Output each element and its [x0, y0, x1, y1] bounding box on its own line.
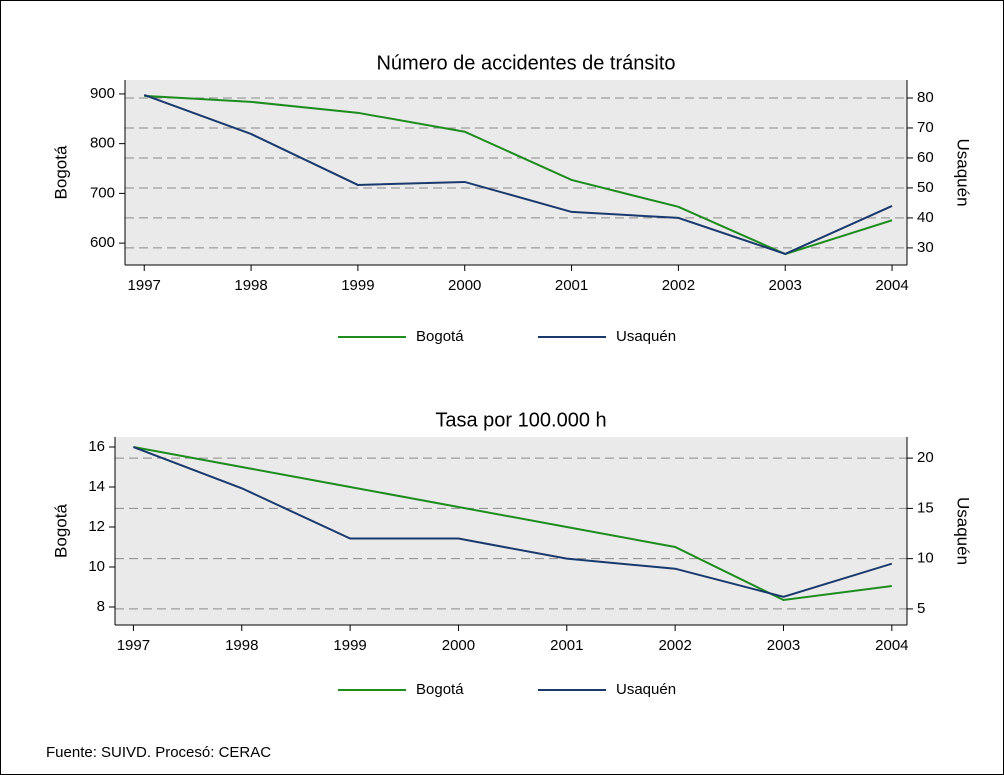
plot-area [125, 80, 907, 265]
x-tick-label: 2003 [767, 637, 800, 654]
y-tick-label: 600 [90, 234, 115, 251]
x-tick-label: 2002 [662, 277, 695, 294]
x-tick-label: 1997 [128, 277, 161, 294]
x-tick-label: 2001 [550, 637, 583, 654]
x-tick-label: 1998 [234, 277, 267, 294]
y-axis-label: Bogotá [51, 504, 70, 558]
y-tick-label: 900 [90, 85, 115, 102]
y2-tick-label: 50 [917, 179, 934, 196]
y-axis-label: Bogotá [51, 145, 70, 199]
y2-tick-label: 20 [917, 449, 934, 466]
x-tick-label: 1999 [333, 637, 366, 654]
y2-tick-label: 60 [917, 149, 934, 166]
legend-label: Bogotá [416, 681, 464, 698]
y2-tick-label: 5 [917, 600, 925, 617]
x-tick-label: 2001 [555, 277, 588, 294]
y2-tick-label: 70 [917, 119, 934, 136]
legend-label: Usaquén [616, 328, 676, 345]
x-tick-label: 2003 [769, 277, 802, 294]
x-tick-label: 2004 [875, 277, 908, 294]
x-tick-label: 1998 [225, 637, 258, 654]
legend-label: Bogotá [416, 328, 464, 345]
chart-title: Número de accidentes de tránsito [376, 52, 675, 74]
x-tick-label: 2000 [448, 277, 481, 294]
source-note: Fuente: SUIVD. Procesó: CERAC [46, 744, 271, 761]
y2-axis-label: Usaquén [954, 497, 973, 565]
x-tick-label: 2002 [658, 637, 691, 654]
y-tick-label: 8 [97, 598, 105, 615]
x-tick-label: 1999 [341, 277, 374, 294]
series-line [133, 446, 893, 598]
x-tick-label: 1997 [117, 637, 150, 654]
y2-tick-label: 80 [917, 89, 934, 106]
y-tick-label: 700 [90, 184, 115, 201]
y-tick-label: 14 [88, 478, 105, 495]
x-tick-label: 2000 [442, 637, 475, 654]
y-tick-label: 10 [88, 558, 105, 575]
y2-tick-label: 30 [917, 239, 934, 256]
y2-tick-label: 10 [917, 550, 934, 567]
y2-tick-label: 15 [917, 499, 934, 516]
series-line [143, 94, 893, 255]
y-tick-label: 800 [90, 135, 115, 152]
legend-label: Usaquén [616, 681, 676, 698]
y2-tick-label: 40 [917, 209, 934, 226]
series-line [144, 94, 893, 256]
chart-title: Tasa por 100.000 h [435, 409, 606, 431]
y2-axis-label: Usaquén [954, 138, 973, 206]
y-tick-label: 16 [88, 438, 105, 455]
y-tick-label: 12 [88, 518, 105, 535]
x-tick-label: 2004 [875, 637, 908, 654]
